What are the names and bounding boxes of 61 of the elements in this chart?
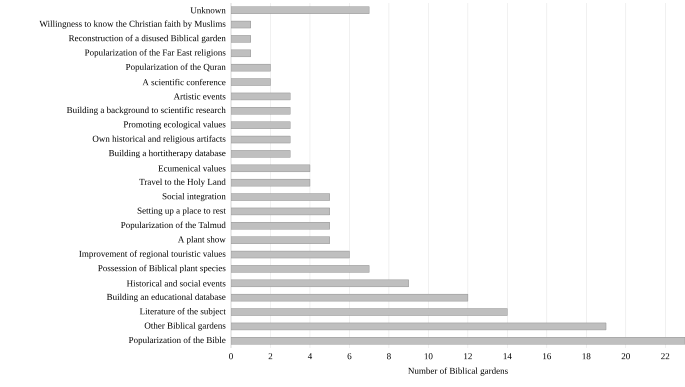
y-tick-label: Reconstruction of a disused Biblical garden xyxy=(68,34,226,44)
x-tick-label: 6 xyxy=(348,353,352,360)
y-tick-label: Unknown xyxy=(190,7,226,14)
y-tick-label: Willingness to know the Christian faith by Muslims xyxy=(39,20,226,29)
bar xyxy=(231,193,330,201)
y-tick-label: Social integration xyxy=(162,192,226,202)
bar xyxy=(231,35,251,43)
x-tick-label: 0 xyxy=(229,353,233,360)
x-tick-label: 10 xyxy=(424,353,433,360)
x-tick-label: 16 xyxy=(543,353,552,360)
y-tick-label: Literature of the subject xyxy=(140,308,226,316)
y-tick-label: Popularization of the Quran xyxy=(126,64,226,72)
bar xyxy=(231,280,409,288)
x-tick-label: 4 xyxy=(308,353,312,360)
x-tick-label: 14 xyxy=(504,353,512,360)
y-tick-label: Popularization of the Bible xyxy=(128,336,226,345)
bar xyxy=(231,308,508,316)
bar xyxy=(231,222,330,230)
y-tick-label: A scientific conference xyxy=(142,78,226,86)
y-tick-label: Promoting ecological values xyxy=(124,121,226,130)
y-tick-label: Building a hortitherapy database xyxy=(108,150,226,158)
bar xyxy=(231,92,290,100)
bar xyxy=(231,164,310,172)
bar xyxy=(231,322,606,330)
y-tick-label: Historical and social events xyxy=(126,280,226,286)
x-tick-label: 2 xyxy=(268,353,272,360)
y-tick-label: Possession of Biblical plant species xyxy=(98,264,226,274)
y-tick-label: Travel to the Holy Land xyxy=(139,178,226,187)
y-tick-label: Building a background to scientific research xyxy=(66,106,226,115)
bar xyxy=(231,50,251,58)
y-tick-label: Building an educational database xyxy=(106,294,226,302)
bar xyxy=(231,78,271,86)
y-tick-label: Setting up a place to rest xyxy=(138,207,226,216)
x-tick-label: 12 xyxy=(464,353,472,360)
bar xyxy=(231,6,370,14)
y-tick-label: Ecumenical values xyxy=(158,165,226,172)
y-tick-label: Own historical and religious artifacts xyxy=(92,135,226,144)
bar xyxy=(231,20,251,28)
y-tick-label: Improvement of regional touristic values xyxy=(79,250,226,259)
x-tick-label: 20 xyxy=(622,353,630,360)
bar xyxy=(231,136,290,144)
bar xyxy=(231,121,290,129)
y-tick-label: Popularization of the Talmud xyxy=(120,222,226,230)
y-tick-label: A plant show xyxy=(178,236,226,244)
x-tick-label: 8 xyxy=(387,353,391,360)
bar xyxy=(231,178,310,186)
x-tick-label: 22 xyxy=(661,353,670,360)
x-tick-label: 18 xyxy=(582,353,590,360)
bar xyxy=(231,236,330,244)
bar xyxy=(231,208,330,216)
bar xyxy=(231,107,290,115)
y-tick-label: Other Biblical gardens xyxy=(144,322,226,331)
y-tick-label: Artistic events xyxy=(174,93,226,100)
bar xyxy=(231,250,350,258)
y-tick-label: Popularization of the Far East religions xyxy=(84,49,226,58)
x-axis-title: Number of Biblical gardens xyxy=(408,367,508,376)
bar xyxy=(231,337,685,345)
bar xyxy=(231,64,271,72)
bar xyxy=(231,150,290,158)
bar xyxy=(231,294,468,302)
bar xyxy=(231,265,370,273)
